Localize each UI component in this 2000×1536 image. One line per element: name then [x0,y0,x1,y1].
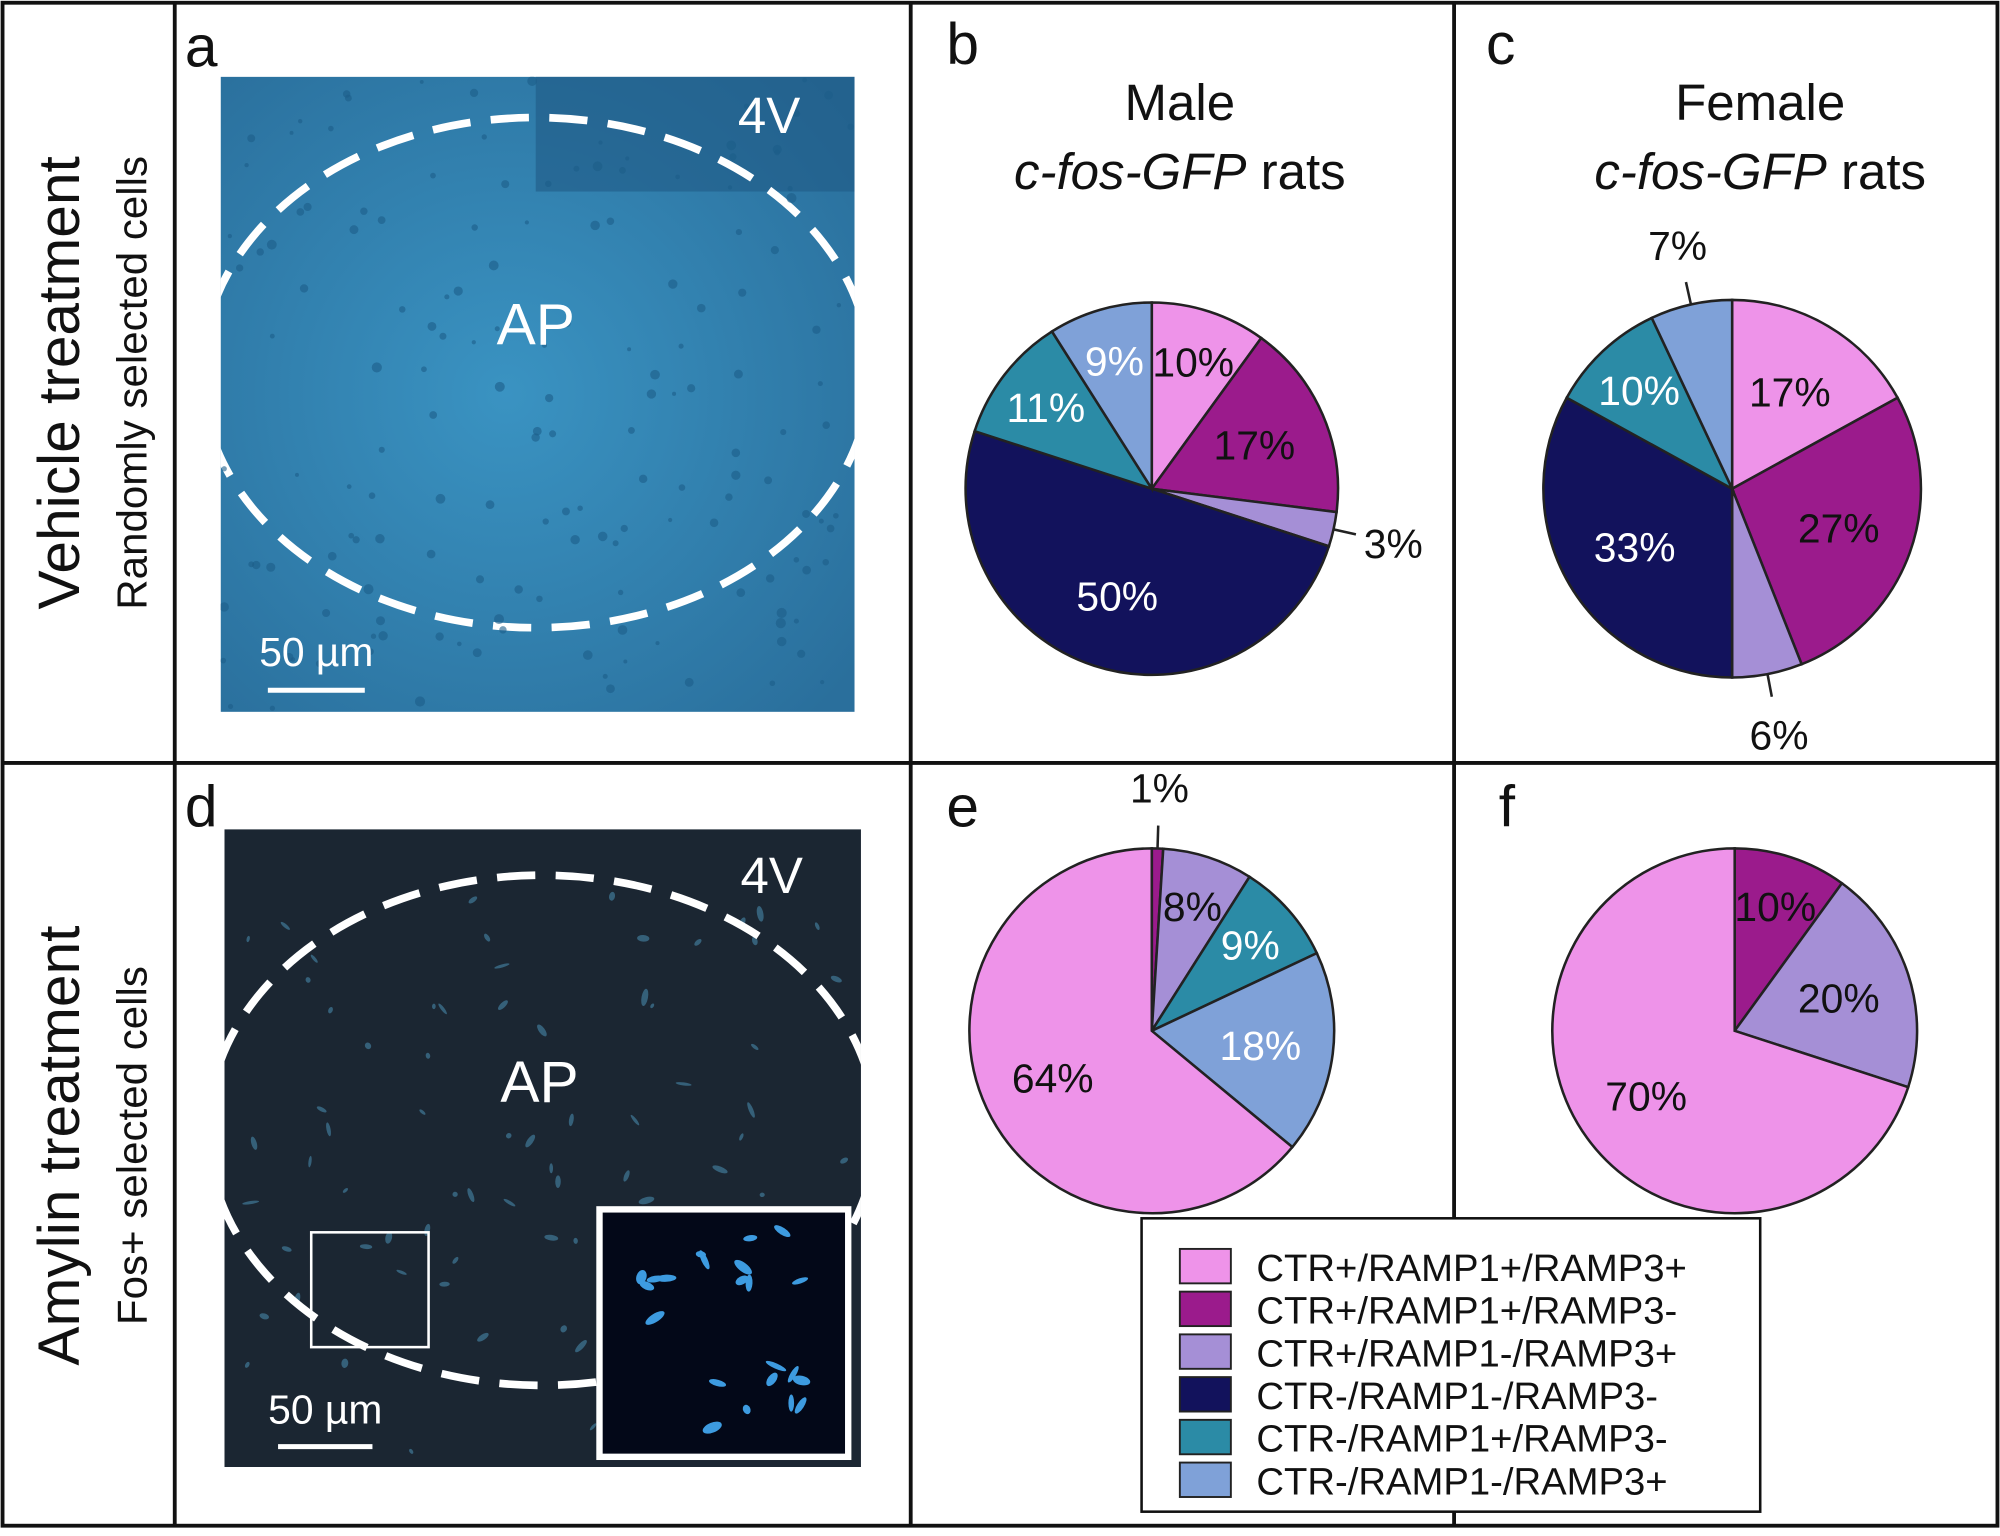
row-title: Amylin treatment [27,926,92,1366]
subtitle-text: rats [1841,143,1926,200]
pie-slice [1150,847,1252,1032]
panel-letter: a [185,15,218,80]
panel-letter: d [185,775,218,840]
legend-swatch [1178,1418,1232,1456]
data-label: 3% [1364,521,1423,567]
pie-slice [1149,951,1336,1149]
data-label: 9% [1085,338,1144,384]
subtitle-italic: c-fos-GFP [1014,143,1246,200]
data-label: 33% [1594,525,1676,571]
pie-slice [1150,301,1264,493]
scale-label: 50 µm [268,1387,382,1433]
panel-letter: f [1499,775,1516,840]
pie-slice [1733,847,1844,1035]
data-label: 9% [1221,922,1280,968]
pie-slice [1149,336,1340,514]
data-label: 10% [1734,884,1816,930]
data-label: 1% [1130,766,1189,812]
legend-label: CTR+/RAMP1-/RAMP3+ [1256,1332,1677,1375]
row-title: Vehicle treatment [27,156,92,609]
image-label: AP [497,293,575,358]
panel-letter: e [946,775,979,840]
legend-label: CTR-/RAMP1-/RAMP3- [1256,1375,1658,1418]
legend [1140,1217,1762,1513]
legend-swatch [1178,1290,1232,1328]
legend-swatch [1178,1376,1232,1413]
pie-slice [1730,396,1923,666]
chart-title: Male [1125,74,1236,131]
data-label: 64% [1012,1056,1094,1102]
inset-marker [309,1231,430,1349]
leader-line [1333,528,1357,536]
row-subtitle: Fos+ selected cells [109,966,156,1325]
image-label: AP [500,1050,578,1115]
legend-label: CTR+/RAMP1+/RAMP3- [1256,1290,1677,1333]
data-label: 8% [1163,884,1222,930]
legend-swatch [1178,1333,1232,1370]
leader-line [1766,673,1774,697]
panel-letter: b [946,12,979,77]
subtitle-text: rats [1261,143,1346,200]
data-label: 70% [1605,1073,1687,1119]
image-label: 4V [738,87,800,144]
pie-slice [1050,301,1154,494]
scale-label: 50 µm [259,629,373,675]
legend-label: CTR-/RAMP1+/RAMP3- [1256,1418,1667,1461]
pie-slice [1551,847,1910,1215]
inset [596,1206,852,1461]
row-subtitle: Randomly selected cells [109,156,156,610]
inset-cells [636,1225,811,1434]
chart-subtitle: c-fos-GFP rats [1014,143,1346,200]
data-label: 11% [1007,385,1086,431]
image-label: 4V [740,847,802,904]
subtitle-space [1827,143,1841,200]
data-label: 10% [1152,340,1234,386]
pie-slice [964,429,1331,676]
data-label: 18% [1220,1023,1302,1069]
legend-swatch [1178,1461,1232,1498]
leader-line [1156,825,1160,849]
pie-slice [1564,316,1735,492]
pie-slice [1148,875,1319,1034]
pie-slice [973,329,1155,492]
pie-slice [1732,881,1919,1089]
legend-label: CTR-/RAMP1-/RAMP3+ [1256,1460,1667,1503]
data-label: 7% [1648,223,1707,269]
data-label: 27% [1798,505,1880,551]
data-label: 6% [1750,713,1809,759]
subtitle-space [1246,143,1260,200]
legend-swatch [1178,1247,1232,1285]
pie-slice [1730,298,1900,491]
legend-entries: CTR+/RAMP1+/RAMP3+CTR+/RAMP1+/RAMP3-CTR+… [1178,1247,1687,1503]
micrograph [220,76,855,712]
data-label: 17% [1749,370,1831,416]
data-label: 17% [1214,423,1296,469]
subtitle-italic: c-fos-GFP [1594,143,1826,200]
data-label: 50% [1076,573,1158,619]
data-label: 20% [1798,975,1880,1021]
legend-label: CTR+/RAMP1+/RAMP3+ [1256,1247,1686,1290]
pie-slice [1542,396,1734,679]
pie-slice [968,847,1295,1215]
chart-subtitle: c-fos-GFP rats [1594,143,1926,200]
leader-line [1684,281,1693,305]
chart-title: Female [1675,74,1845,131]
data-label: 10% [1598,368,1680,414]
panel-letter: c [1486,12,1515,77]
